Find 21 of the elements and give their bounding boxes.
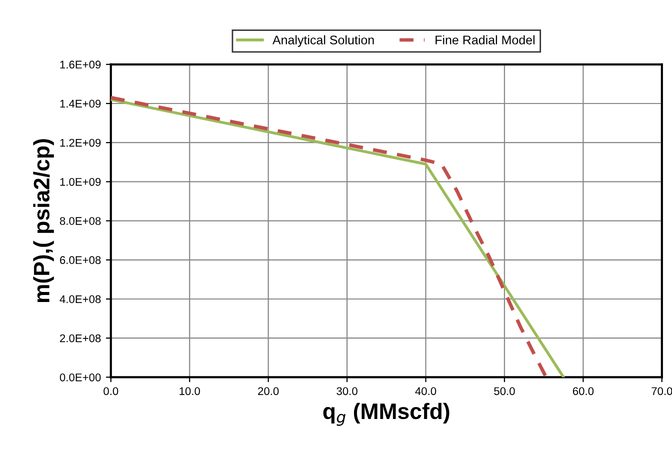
y-tick-label: 1.6E+09 bbox=[60, 60, 101, 69]
x-tick-label: 0.0 bbox=[104, 387, 118, 396]
y-tick-label: 2.0E+08 bbox=[60, 334, 101, 342]
y-tick-label: 6.0E+08 bbox=[60, 256, 101, 264]
x-axis-title: q$_{g}$ (MMscfd) bbox=[323, 402, 450, 426]
x-tick-label: 60.0 bbox=[572, 387, 594, 396]
legend-label: Fine Radial Model bbox=[436, 35, 535, 44]
y-tick-label: 0.0E+00 bbox=[60, 373, 101, 382]
y-tick-label: 1.2E+09 bbox=[60, 138, 101, 147]
x-tick-label: 70.0 bbox=[652, 387, 672, 396]
y-tick-label: 1.4E+09 bbox=[60, 100, 101, 108]
legend-label: Analytical Solution bbox=[272, 35, 374, 47]
x-tick-label: 30.0 bbox=[336, 387, 358, 396]
y-axis-title: m(P),( psia2/cp) bbox=[33, 139, 54, 302]
y-tick-label: 1.0E+09 bbox=[60, 178, 101, 186]
y-tick-label: 8.0E+08 bbox=[60, 217, 101, 225]
x-tick-label: 50.0 bbox=[494, 387, 515, 396]
x-tick-label: 20.0 bbox=[258, 387, 279, 396]
x-tick-label: 10.0 bbox=[180, 387, 200, 396]
x-tick-label: 40.0 bbox=[415, 387, 436, 396]
y-tick-label: 4.0E+08 bbox=[60, 295, 101, 304]
